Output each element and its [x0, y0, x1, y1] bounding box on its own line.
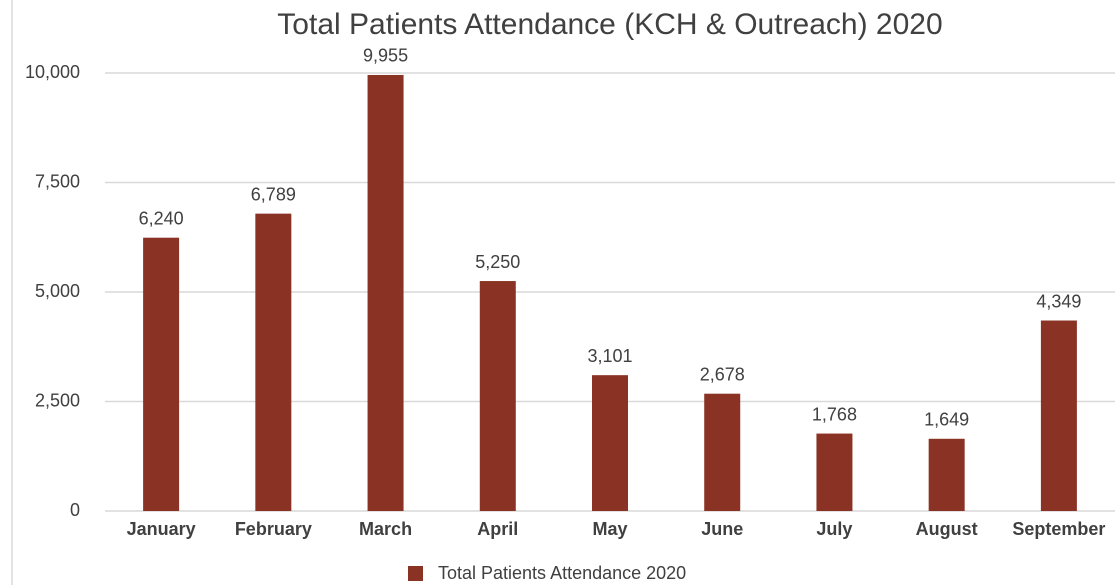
legend-swatch: [408, 566, 423, 581]
bar: [592, 375, 628, 511]
data-label: 9,955: [363, 46, 408, 66]
x-tick-label: April: [477, 519, 518, 539]
x-tick-label: May: [592, 519, 627, 539]
y-tick-label: 0: [70, 500, 80, 520]
data-label: 6,240: [139, 208, 184, 228]
x-tick-label: February: [235, 519, 312, 539]
y-tick-label: 2,500: [35, 390, 80, 410]
x-tick-label: January: [127, 519, 196, 539]
y-tick-label: 7,500: [35, 171, 80, 191]
x-tick-label: March: [359, 519, 412, 539]
data-label: 4,349: [1036, 291, 1081, 311]
x-tick-label: September: [1012, 519, 1105, 539]
data-label: 2,678: [700, 364, 745, 384]
data-label: 1,768: [812, 404, 857, 424]
data-label: 6,789: [251, 184, 296, 204]
y-tick-label: 5,000: [35, 281, 80, 301]
x-tick-label: August: [916, 519, 978, 539]
bar: [1040, 320, 1077, 511]
chart-title: Total Patients Attendance (KCH & Outreac…: [277, 8, 942, 41]
bar: [816, 433, 853, 511]
data-label: 5,250: [475, 252, 520, 272]
x-tick-label: July: [816, 519, 852, 539]
bar: [255, 213, 292, 512]
legend-label: Total Patients Attendance 2020: [438, 563, 686, 583]
y-tick-label: 10,000: [25, 62, 80, 82]
bar: [143, 237, 180, 512]
x-tick-label: June: [701, 519, 743, 539]
bar: [704, 393, 741, 511]
bar: [928, 438, 965, 511]
bar: [479, 281, 516, 511]
bar: [367, 74, 404, 511]
data-label: 3,101: [587, 346, 632, 366]
data-label: 1,649: [924, 410, 969, 430]
